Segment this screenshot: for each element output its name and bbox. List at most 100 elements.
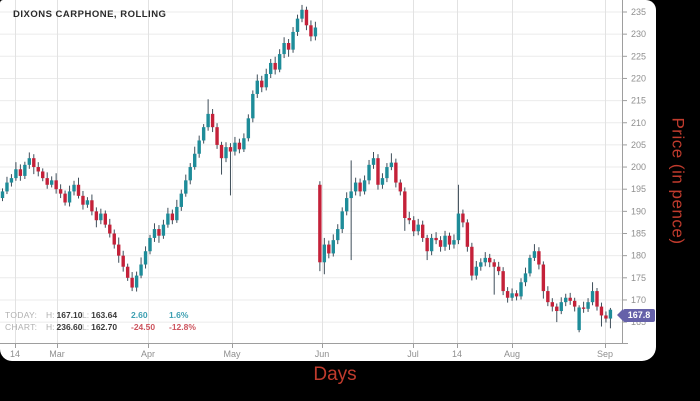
candle-body xyxy=(550,302,555,307)
candle-body xyxy=(420,224,425,238)
candle-body xyxy=(5,182,9,192)
candle-body xyxy=(380,178,385,185)
candle-body xyxy=(425,237,429,252)
x-tick-label: Jun xyxy=(315,349,330,359)
x-tick-label: Apr xyxy=(141,349,155,359)
x-tick-label: Sep xyxy=(597,349,613,359)
candle-body xyxy=(255,80,259,94)
legend-low: L: 163.64 xyxy=(82,310,118,320)
candle-body xyxy=(572,300,577,307)
candle-body xyxy=(251,93,255,119)
badge-arrow-icon xyxy=(617,309,623,321)
candle-body xyxy=(94,211,99,221)
candle-body xyxy=(125,266,130,278)
candle-body xyxy=(264,74,268,88)
candle-body xyxy=(599,306,604,316)
candle-body xyxy=(81,195,85,205)
candle-body xyxy=(505,291,510,298)
candle-body xyxy=(273,62,277,70)
candle-body xyxy=(152,229,157,238)
candle-body xyxy=(161,224,166,236)
candle-body xyxy=(438,240,443,247)
candle-body xyxy=(358,182,362,192)
candle-body xyxy=(58,189,63,194)
legend-label: TODAY: xyxy=(5,310,38,320)
candle-body xyxy=(206,113,210,128)
x-tick-label: Mar xyxy=(49,349,65,359)
candle-body xyxy=(188,167,192,181)
candle-body xyxy=(237,142,242,150)
candle-body xyxy=(242,138,246,150)
candle-body xyxy=(385,167,389,179)
candle-body xyxy=(63,193,67,203)
candle-body xyxy=(461,213,465,223)
candle-body xyxy=(67,191,72,203)
y-tick-label: 220 xyxy=(631,73,646,83)
chart-panel: 235 230 225 220 215 210 205 200 195 190 185 180 175 1… xyxy=(0,0,656,361)
legend-change: 2.60 xyxy=(131,310,148,320)
candle-body xyxy=(362,180,367,192)
candle-body xyxy=(434,237,438,241)
candle-body xyxy=(170,213,175,221)
candle-body xyxy=(608,309,613,319)
candle-body xyxy=(555,306,559,312)
candlestick-chart[interactable]: 235 230 225 220 215 210 205 200 195 190 185 180 175 1… xyxy=(0,0,656,361)
candle-body xyxy=(0,191,5,199)
candle-body xyxy=(224,147,228,159)
candle-body xyxy=(246,118,251,139)
candle-body xyxy=(76,184,81,196)
candle-body xyxy=(215,127,219,145)
y-tick-label: 225 xyxy=(631,51,646,61)
candle-body xyxy=(479,262,483,267)
candle-body xyxy=(590,291,595,303)
candle-body xyxy=(581,307,586,309)
candle-body xyxy=(179,193,183,207)
candle-body xyxy=(496,266,501,272)
chart-legend: TODAY: H: 167.10 L: 163.64 2.60 1.6% CHART… xyxy=(5,309,196,333)
candle-body xyxy=(9,178,14,183)
candle-body xyxy=(488,257,492,263)
y-tick-label: 230 xyxy=(631,29,646,39)
y-tick-label: 165 xyxy=(631,317,646,327)
candle-body xyxy=(18,169,23,176)
candle-body xyxy=(407,217,411,221)
candle-body xyxy=(318,184,322,263)
y-tick-label: 200 xyxy=(631,162,646,172)
candle-body xyxy=(134,275,139,288)
candle-body xyxy=(412,220,416,232)
candle-body xyxy=(604,315,608,319)
legend-row-chart: CHART: H: 236.60 L: 162.70 -24.50 -12.8% xyxy=(5,321,196,333)
candle-body xyxy=(23,164,27,176)
candle-body xyxy=(286,43,291,50)
candle-body xyxy=(492,262,496,267)
candle-body xyxy=(184,180,188,194)
candle-body xyxy=(331,240,335,254)
candle-body xyxy=(559,302,563,312)
candle-body xyxy=(143,251,148,265)
candle-body xyxy=(14,169,18,179)
x-tick-label: 14 xyxy=(10,349,20,359)
candle-body xyxy=(175,206,179,221)
candle-body xyxy=(398,182,403,192)
legend-high: H: 167.10 xyxy=(46,310,83,320)
candle-body xyxy=(367,164,371,181)
legend-row-today: TODAY: H: 167.10 L: 163.64 2.60 1.6% xyxy=(5,309,196,321)
candle-body xyxy=(456,213,461,241)
candle-body xyxy=(501,271,505,292)
x-tick-label: Aug xyxy=(504,349,520,359)
legend-change: -24.50 xyxy=(131,322,156,332)
candle-body xyxy=(99,213,103,221)
candle-body xyxy=(36,167,40,172)
candle-body xyxy=(41,171,45,179)
candle-body xyxy=(90,200,94,212)
candle-body xyxy=(304,9,309,26)
candle-body xyxy=(49,180,54,185)
candle-body xyxy=(586,302,590,309)
candle-body xyxy=(45,178,49,185)
candle-body xyxy=(353,182,358,192)
candle-body xyxy=(514,293,519,297)
candle-body xyxy=(193,153,197,168)
candle-body xyxy=(148,237,152,252)
candle-body xyxy=(157,229,161,236)
